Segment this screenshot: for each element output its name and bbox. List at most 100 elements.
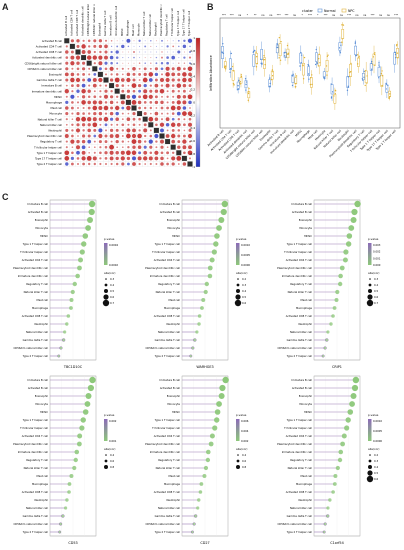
size-tick: 0.5 <box>374 471 378 475</box>
diagonal-cell <box>86 60 92 66</box>
corr-circle <box>71 118 74 121</box>
data-point <box>271 69 274 71</box>
size-tick: 0.4 <box>374 465 378 469</box>
legend-tick: -0.2 <box>190 113 196 117</box>
y-tick-label: Activated B cell <box>292 386 312 390</box>
corr-circle <box>65 61 69 65</box>
pvalue-tick: 0.0005 <box>241 253 250 257</box>
corr-circle <box>87 106 91 110</box>
corr-circle <box>109 55 114 60</box>
lollipop-point <box>61 338 66 342</box>
pvalue-tick: 0.002 <box>109 419 117 423</box>
lollipop-point <box>344 425 350 431</box>
lollipop-point <box>211 249 217 255</box>
corr-circle <box>88 112 91 115</box>
corr-circle <box>75 117 81 122</box>
size-legend-dot <box>368 459 372 463</box>
size-legend-dot <box>103 294 109 300</box>
data-point <box>247 99 249 101</box>
lollipop-point <box>65 322 69 326</box>
data-point <box>363 70 366 73</box>
diagonal-cell <box>75 49 81 55</box>
corr-circle <box>154 117 159 121</box>
corr-circle <box>122 62 124 64</box>
size-tick: 0.7 <box>374 301 378 305</box>
data-point <box>334 90 337 92</box>
size-legend-dot <box>368 283 372 287</box>
lollipop-point <box>209 257 215 263</box>
lollipop-point <box>81 241 87 247</box>
size-tick: 0.8 <box>110 465 114 469</box>
corr-circle <box>132 89 136 93</box>
data-point <box>317 57 320 60</box>
size-legend-title: abs(cor) <box>104 447 116 451</box>
data-point <box>339 51 341 53</box>
data-point <box>269 82 271 85</box>
corr-circle <box>166 95 169 98</box>
data-point <box>253 49 256 52</box>
box <box>252 54 256 67</box>
data-point <box>366 75 368 77</box>
y-tick-label: T follicular helper cell <box>20 250 48 254</box>
corr-circle <box>132 112 136 116</box>
size-tick: 0.6 <box>242 459 246 463</box>
data-point <box>331 91 334 93</box>
corr-circle <box>70 72 75 77</box>
y-tick-label: Activated CD4 T cell <box>22 434 49 438</box>
corr-circle <box>103 105 109 111</box>
corr-circle <box>65 95 68 98</box>
corr-circle <box>76 150 80 155</box>
y-tick-label: Immature dendritic cell <box>282 450 313 454</box>
corr-circle <box>182 83 187 88</box>
corr-circle <box>93 39 97 43</box>
corr-circle <box>70 84 74 88</box>
legend-tick: 0.6 <box>191 62 196 66</box>
data-point <box>245 83 247 86</box>
corr-circle <box>161 39 163 42</box>
y-tick-label: Activated CD4 T cell <box>154 434 181 438</box>
corr-circle <box>104 84 108 87</box>
data-point <box>255 66 258 68</box>
lollipop-point <box>337 281 343 287</box>
corr-circle <box>154 133 159 139</box>
corr-circle <box>116 123 119 126</box>
data-point <box>279 59 282 61</box>
size-legend-dot <box>237 454 239 456</box>
lollipop-point <box>328 498 332 502</box>
corr-circle <box>132 66 136 71</box>
corr-circle <box>116 146 119 149</box>
lollipop-point <box>87 384 94 392</box>
y-tick-label: CD56dim natural killer cell <box>13 522 48 526</box>
y-tick-label: Mast cell <box>37 474 49 478</box>
corr-circle <box>87 139 92 144</box>
box <box>239 77 243 84</box>
lollipop-point <box>200 306 204 310</box>
corr-circle <box>165 83 170 88</box>
corr-circle <box>92 83 97 88</box>
data-point <box>285 56 287 58</box>
corr-circle <box>160 106 164 110</box>
lollipop-point <box>209 433 215 439</box>
corr-circle <box>65 112 69 116</box>
data-point <box>255 55 258 58</box>
corr-circle <box>93 62 96 65</box>
data-point <box>341 41 343 43</box>
data-point <box>278 36 281 39</box>
significance-label: *** <box>285 13 290 17</box>
lollipop-point <box>73 457 78 463</box>
corr-circle <box>165 123 170 127</box>
corr-circle <box>177 129 181 132</box>
size-tick: 0.5 <box>242 295 246 299</box>
corr-circle <box>64 134 69 138</box>
pvalue-tick: 0.001 <box>109 439 117 443</box>
data-point <box>385 88 387 90</box>
data-point <box>388 97 390 100</box>
corr-circle <box>171 139 176 144</box>
corr-circle <box>126 94 131 99</box>
corr-circle <box>93 90 96 93</box>
data-point <box>372 56 374 58</box>
corr-circle <box>161 95 163 98</box>
size-tick: 0.4 <box>374 283 378 287</box>
x-tick-label: Mast cell <box>307 129 319 141</box>
y-tick-label: Immature B cell <box>159 202 180 206</box>
